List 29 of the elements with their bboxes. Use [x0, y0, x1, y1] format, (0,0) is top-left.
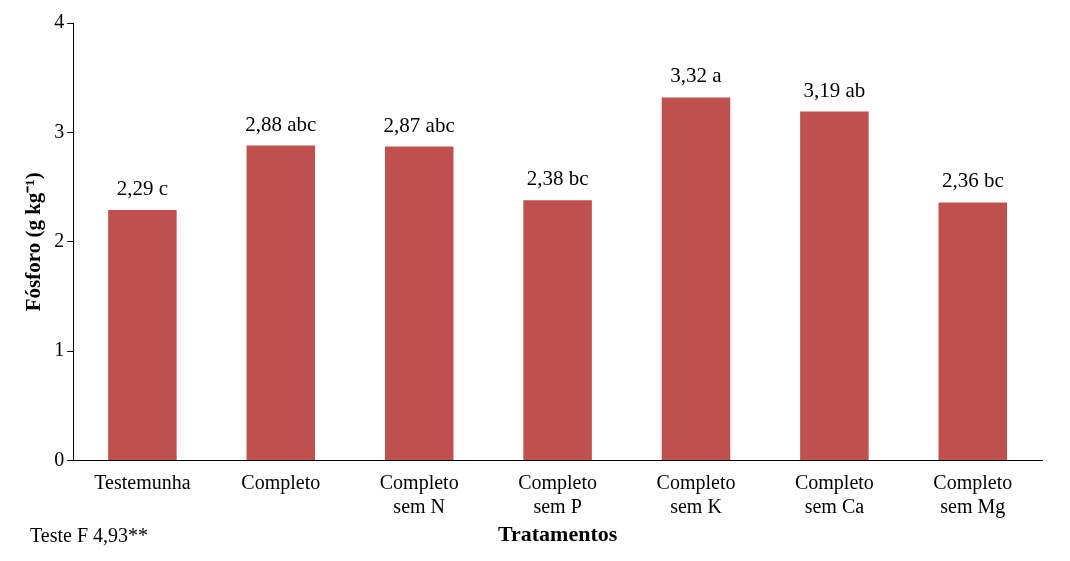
data-label: 3,19 ab [803, 77, 866, 102]
x-tick-label: Testemunha [94, 470, 191, 493]
y-tick-label: 2 [54, 229, 65, 252]
data-label: 2,29 c [116, 176, 169, 201]
data-label: 2,38 bc [526, 166, 589, 191]
y-tick-label: 1 [54, 338, 65, 361]
bar [661, 97, 731, 461]
bar [108, 210, 177, 461]
bar [938, 202, 1008, 461]
bar [523, 200, 592, 461]
data-label: 2,88 abc [245, 111, 317, 136]
text: Teste F 4,93** [30, 524, 149, 547]
y-tick-label: 4 [54, 10, 65, 33]
data-label: 2,36 bc [941, 168, 1004, 193]
x-axis-title: Tratamentos [497, 521, 618, 547]
y-tick-label: 3 [54, 119, 65, 142]
x-tick-label: Completo sem N [379, 470, 459, 517]
bar [246, 145, 316, 461]
x-tick-label: Completo sem Ca [794, 470, 874, 517]
data-label: 2,87 abc [383, 112, 455, 137]
x-tick-label: Completo sem K [656, 470, 736, 517]
x-tick-label: Completo sem Mg [933, 470, 1013, 518]
x-tick-label: Completo [241, 470, 321, 494]
bar [384, 146, 454, 461]
bar [800, 111, 869, 461]
data-label: 3,32 a [670, 63, 723, 88]
x-tick-label: Completo sem P [518, 470, 598, 517]
y-tick-label: 0 [54, 447, 65, 470]
y-axis-title: Fósforo (g kg⁻¹) [21, 172, 46, 312]
